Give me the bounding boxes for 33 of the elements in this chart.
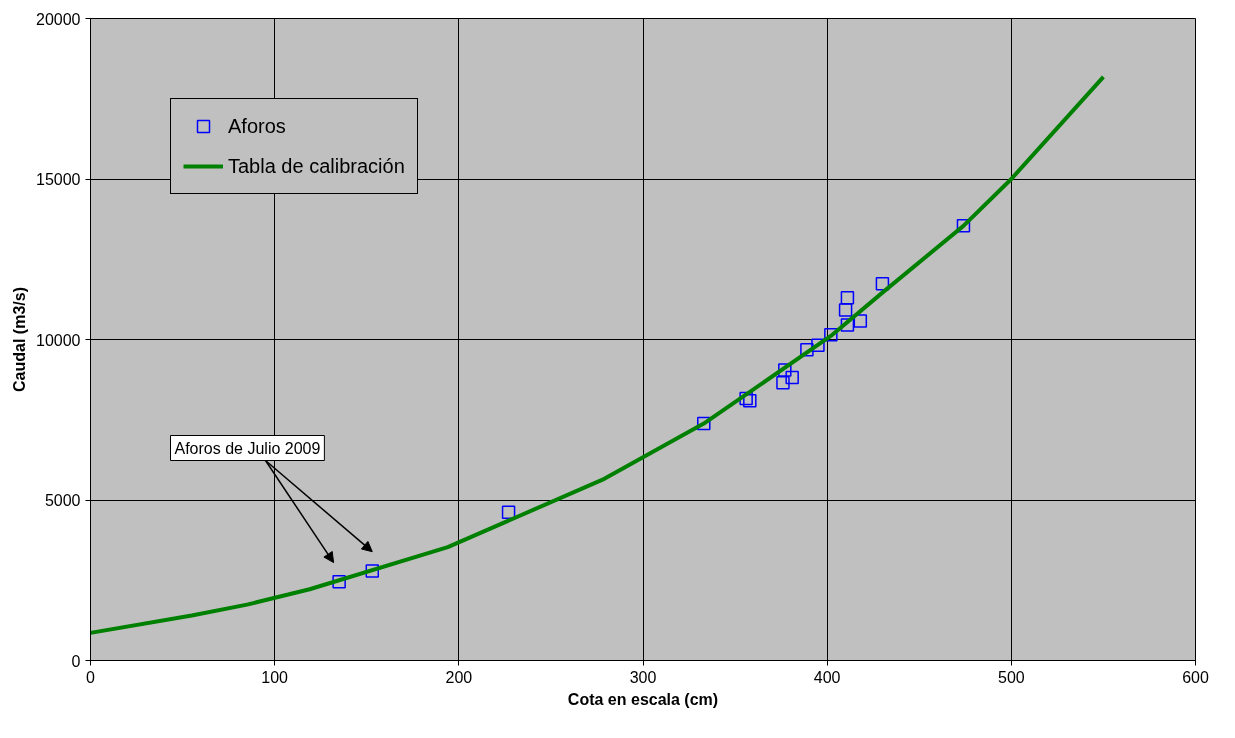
point xyxy=(824,327,838,342)
x-tick-label: 400 xyxy=(813,668,841,686)
point xyxy=(365,564,380,578)
y-tick-label: 0 xyxy=(71,652,81,670)
annotation: Aforos de Julio 2009 xyxy=(174,439,321,457)
point xyxy=(811,338,825,353)
y-tick-label: 20000 xyxy=(36,10,81,28)
legend-label: Tabla de calibración xyxy=(228,154,405,178)
point xyxy=(697,416,711,431)
x-tick-label: 600 xyxy=(1182,668,1209,686)
y-axis-title: Caudal (m3/s) xyxy=(11,287,29,392)
line-series xyxy=(90,74,1106,635)
point xyxy=(840,318,855,332)
point xyxy=(776,376,790,390)
point xyxy=(840,291,855,305)
x-tick-label: 100 xyxy=(261,668,289,686)
point xyxy=(778,363,792,377)
point xyxy=(785,370,799,385)
x-tick-label: 300 xyxy=(629,668,657,686)
legend-label: Aforos xyxy=(228,114,286,138)
y-tick-label: 15000 xyxy=(36,171,81,188)
x-tick-label: 0 xyxy=(86,668,96,686)
x-tick-label: 500 xyxy=(997,668,1025,686)
y-tick-label: 5000 xyxy=(44,492,81,509)
point xyxy=(332,575,346,589)
x-axis-title: Cota en escala (cm) xyxy=(567,690,719,708)
point xyxy=(501,505,516,519)
point xyxy=(800,343,814,357)
point xyxy=(838,303,853,317)
y-tick-label: 10000 xyxy=(36,331,81,349)
point xyxy=(739,391,753,406)
point xyxy=(956,219,971,233)
x-tick-label: 200 xyxy=(445,668,473,686)
